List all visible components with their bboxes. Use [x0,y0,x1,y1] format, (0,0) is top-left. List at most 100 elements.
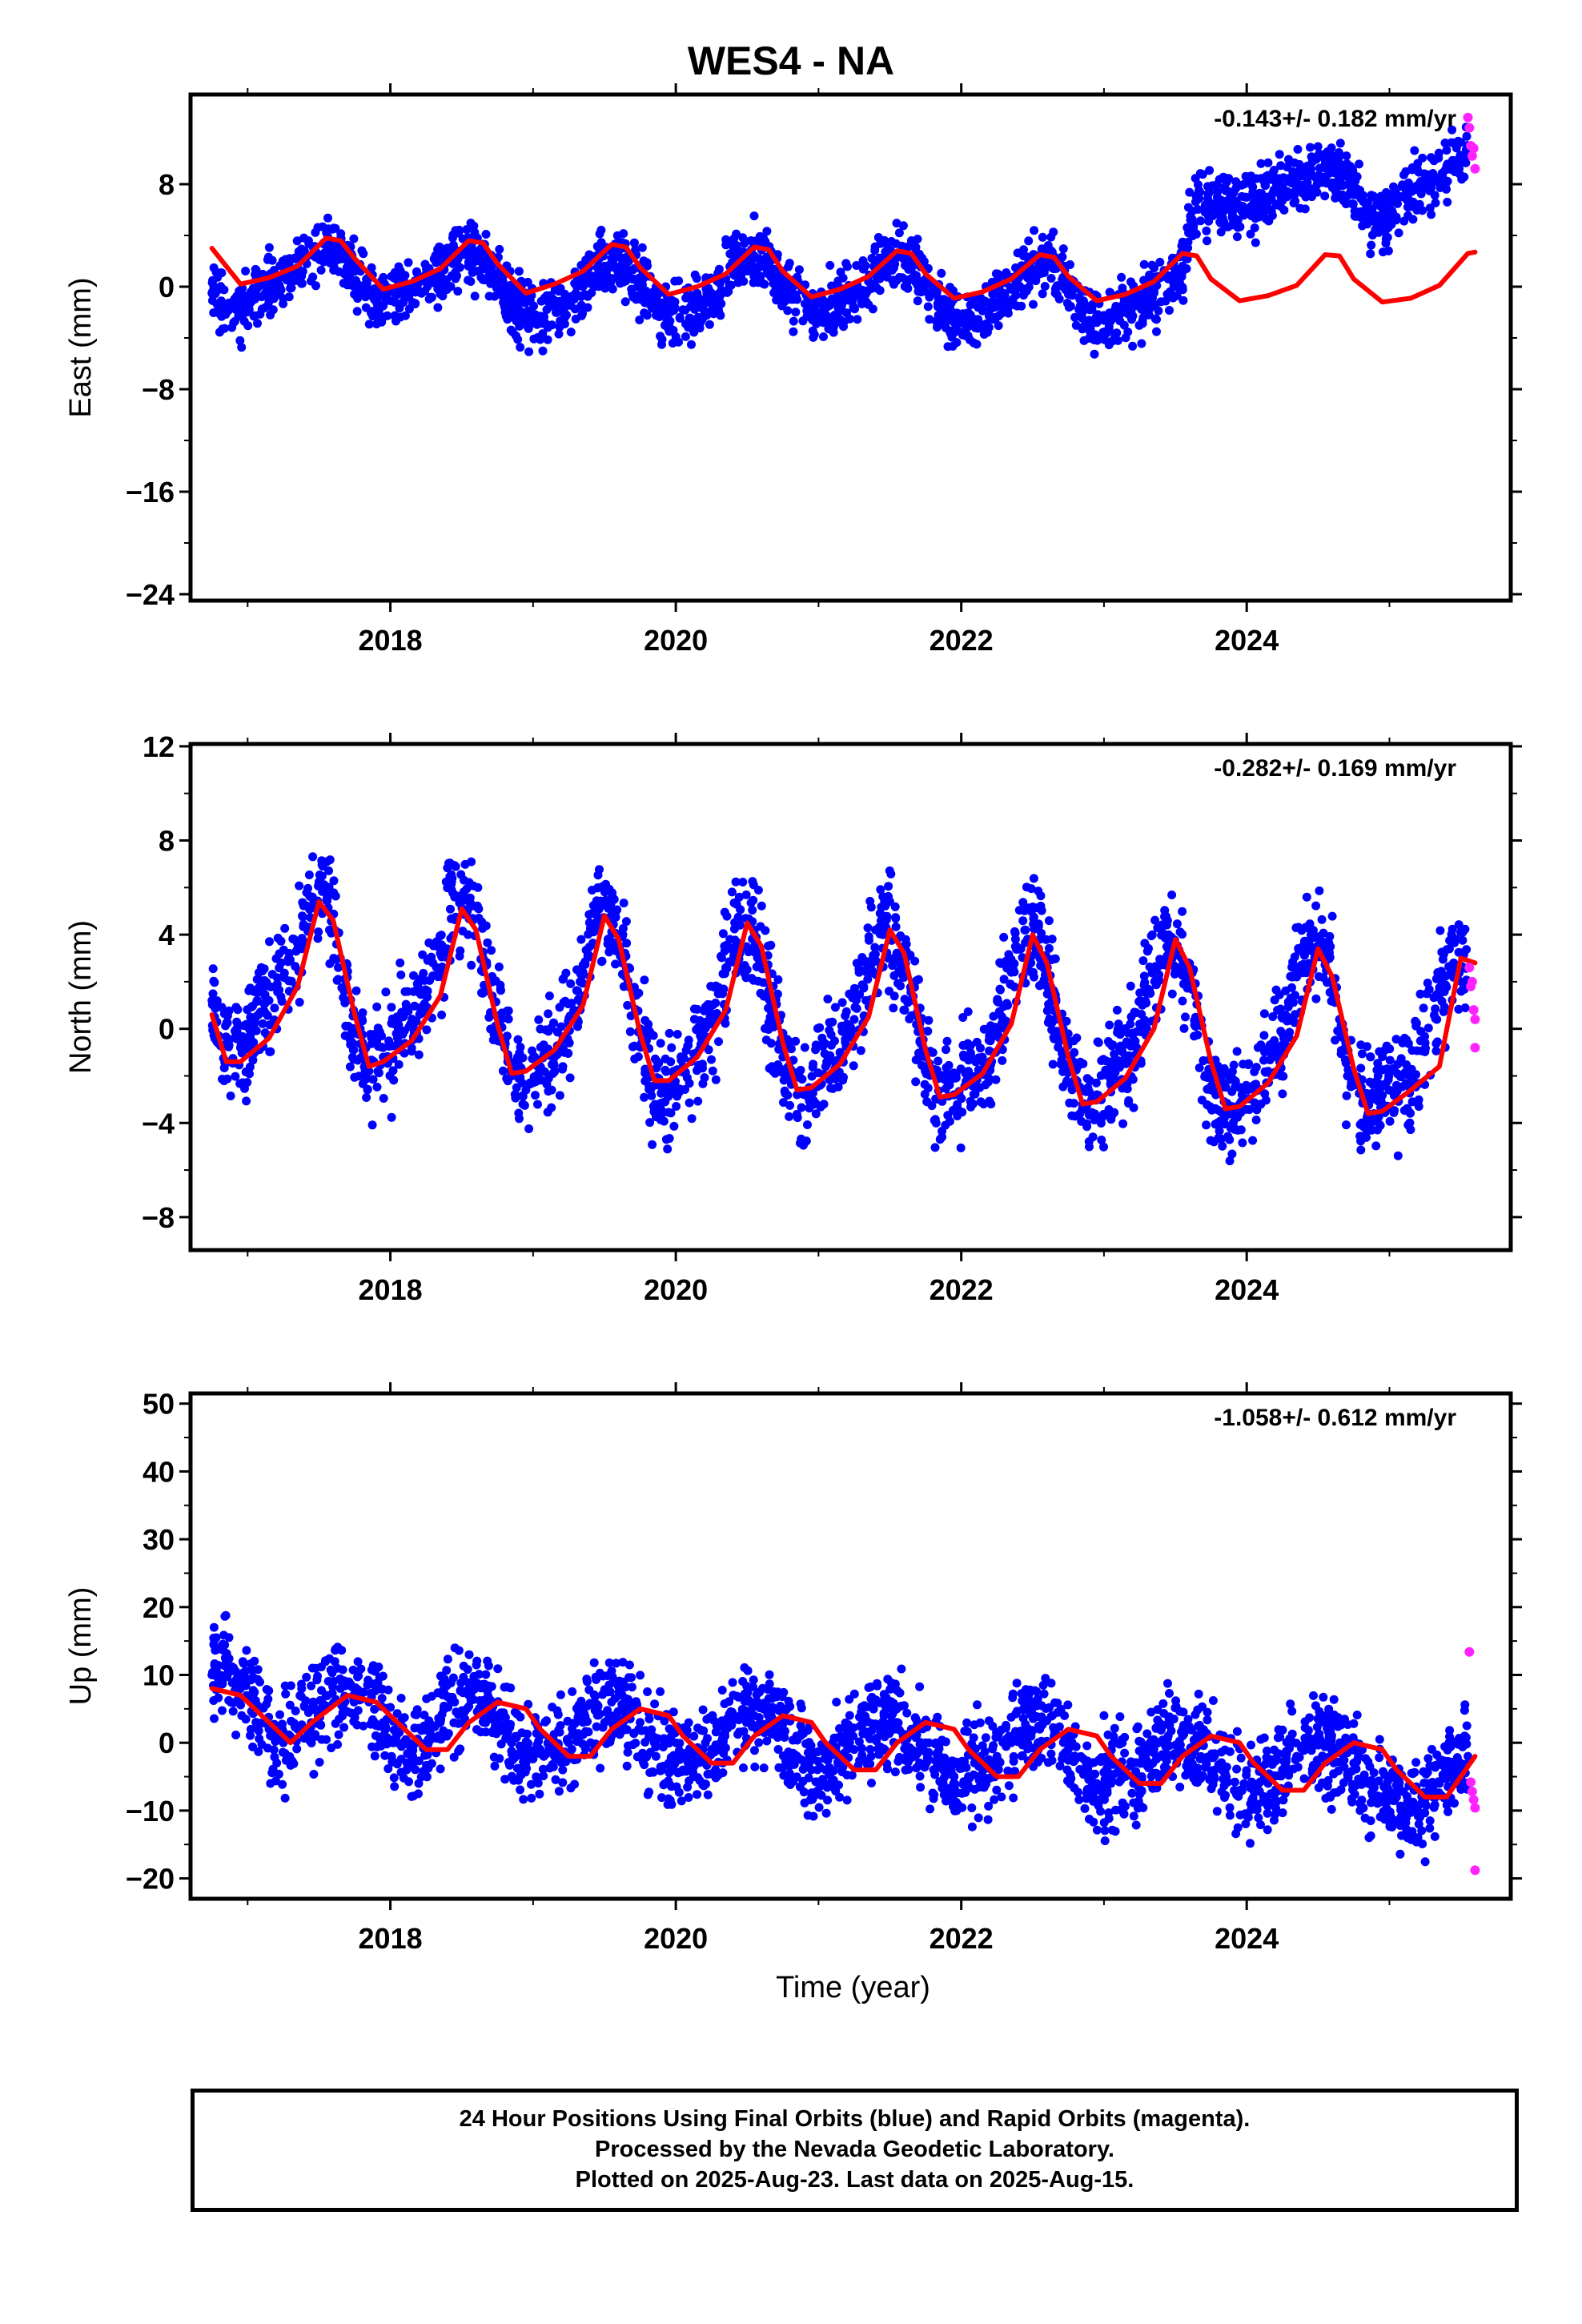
final-orbit-point [911,278,921,287]
final-orbit-point [853,315,862,324]
final-orbit-point [576,935,586,944]
final-orbit-point [1110,331,1120,340]
final-orbit-point [401,999,411,1009]
final-orbit-point [861,995,871,1005]
final-orbit-point [889,954,898,963]
final-orbit-point [852,261,861,270]
final-orbit-point [325,855,335,865]
final-orbit-point [252,975,262,984]
final-orbit-point [925,315,934,324]
final-orbit-point [247,1002,256,1011]
final-orbit-point [518,1091,528,1100]
final-orbit-point [1124,1051,1134,1060]
final-orbit-point [423,955,432,965]
final-orbit-point [1172,919,1182,929]
final-orbit-point [279,299,288,308]
final-orbit-point [374,1042,383,1051]
final-orbit-point [642,311,652,320]
final-orbit-point [523,277,532,287]
final-orbit-point [1278,1089,1287,1099]
final-orbit-point [1357,1118,1367,1128]
final-orbit-point [266,1047,275,1056]
final-orbit-point [1364,1120,1373,1130]
final-orbit-point [1405,202,1415,211]
final-orbit-point [946,329,955,339]
final-orbit-point [1105,308,1114,318]
final-orbit-point [381,987,391,997]
final-orbit-point [914,1048,923,1058]
final-orbit-point [529,301,539,311]
final-orbit-point [558,1062,568,1072]
final-orbit-point [974,324,982,333]
final-orbit-point [235,294,244,304]
final-orbit-point [466,277,476,286]
final-orbit-point [467,857,476,866]
final-orbit-point [1459,980,1468,990]
x-tick-label: 2020 [644,1273,708,1306]
rapid-orbit-point [1464,123,1475,133]
final-orbit-point [1121,1059,1130,1068]
final-orbit-point [524,347,534,356]
final-orbit-point [498,276,508,286]
final-orbit-point [981,1080,990,1090]
final-orbit-point [629,238,639,247]
final-orbit-point [863,923,873,933]
final-orbit-point [913,235,922,243]
final-orbit-point [611,959,620,969]
final-orbit-point [473,883,483,892]
final-orbit-point [640,975,649,985]
final-orbit-point [671,332,681,341]
final-orbit-point [1139,292,1149,301]
final-orbit-point [1139,275,1149,285]
final-orbit-point [561,968,571,978]
final-orbit-point [1251,1116,1261,1124]
final-orbit-point [898,221,908,231]
final-orbit-point [241,1068,251,1076]
final-orbit-point [765,263,775,272]
final-orbit-point [1452,165,1462,175]
final-orbit-point [275,949,284,959]
final-orbit-point [901,260,909,270]
final-orbit-point [1385,1116,1395,1126]
final-orbit-point [1374,223,1383,233]
final-orbit-point [295,881,304,891]
final-orbit-point [392,1012,402,1022]
final-orbit-point [908,262,917,271]
final-orbit-point [219,1063,229,1072]
final-orbit-point [592,242,602,251]
final-orbit-point [1215,196,1224,206]
final-orbit-point [1425,203,1435,213]
final-orbit-point [1320,162,1330,171]
final-orbit-point [1040,282,1050,291]
final-orbit-point [1327,143,1336,153]
final-orbit-point [1097,1113,1106,1123]
final-orbit-point [849,1015,859,1024]
final-orbit-point [705,1012,715,1022]
final-orbit-point [843,291,853,300]
final-orbit-point [548,1058,558,1068]
final-orbit-point [1178,930,1187,939]
final-orbit-point [654,288,664,298]
final-orbit-point [656,1039,665,1048]
final-orbit-point [1141,996,1150,1006]
final-orbit-point [501,312,511,321]
final-orbit-point [1139,971,1149,981]
final-orbit-point [1334,173,1343,183]
final-orbit-point [569,295,579,304]
final-orbit-point [689,320,698,328]
data-layer [207,112,1480,359]
final-orbit-point [1342,1120,1351,1130]
final-orbit-point [270,1003,279,1013]
final-orbit-point [315,870,324,879]
final-orbit-point [1071,320,1081,330]
final-orbit-point [652,1056,661,1066]
final-orbit-point [394,1059,404,1069]
final-orbit-point [1218,1141,1227,1151]
final-orbit-point [1399,170,1408,179]
final-orbit-point [251,270,260,279]
final-orbit-point [618,923,628,933]
y-tick-label: −16 [126,476,175,509]
final-orbit-point [1158,920,1167,930]
final-orbit-point [675,312,685,322]
final-orbit-point [875,286,885,296]
